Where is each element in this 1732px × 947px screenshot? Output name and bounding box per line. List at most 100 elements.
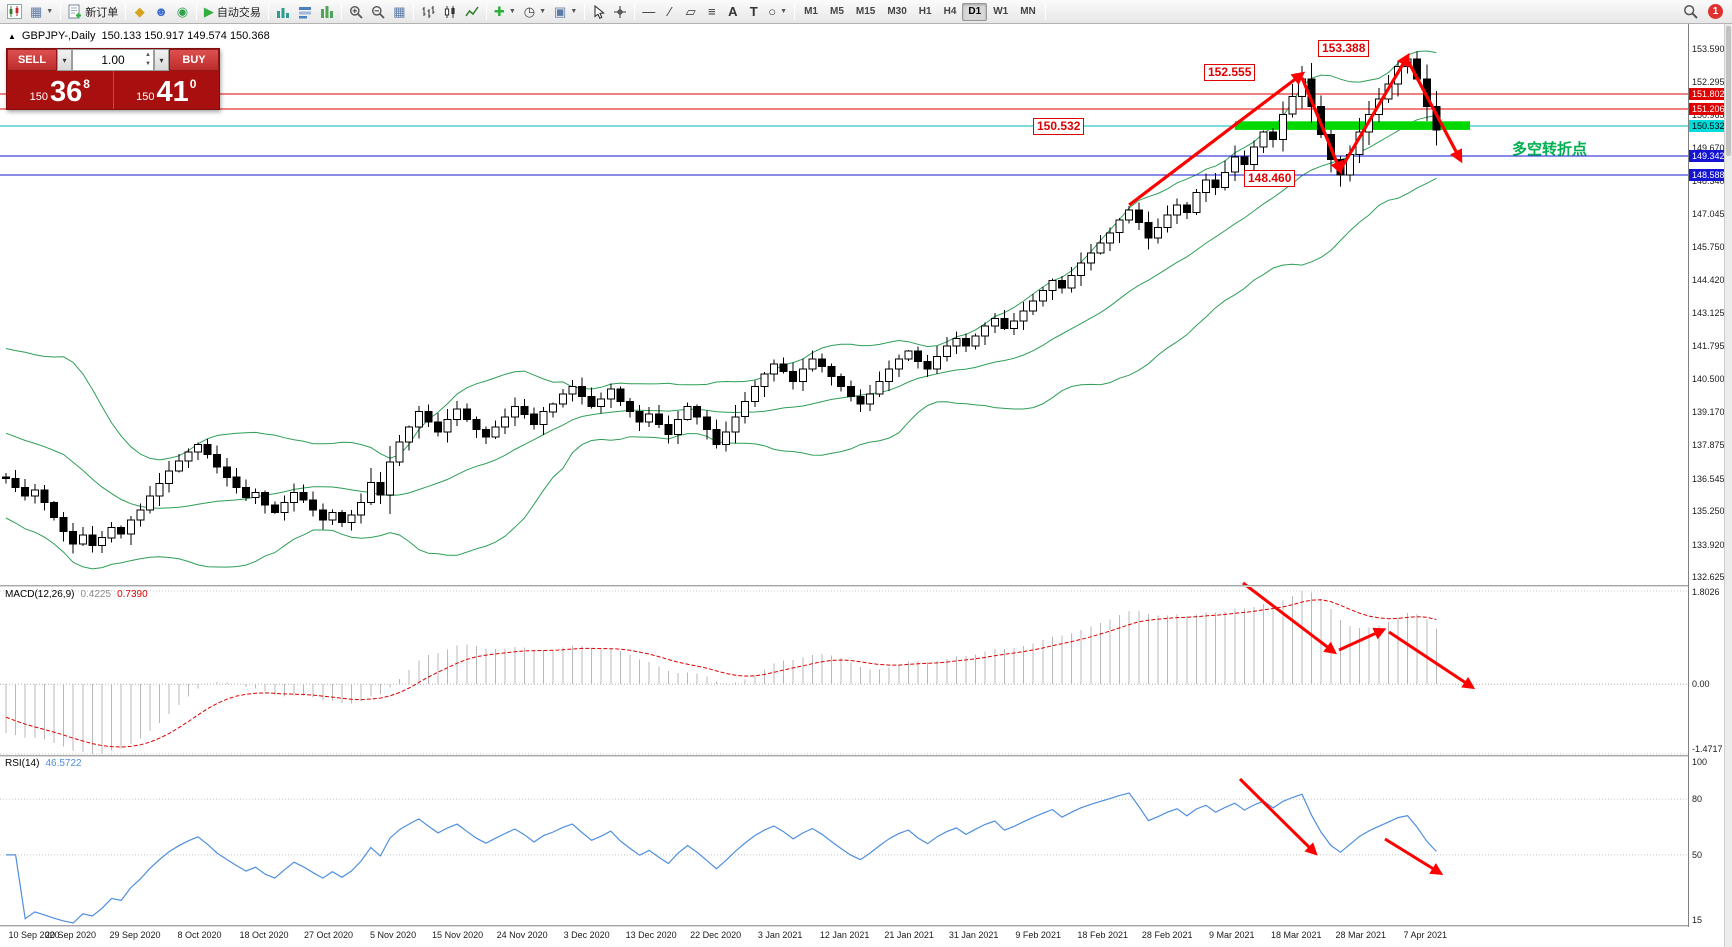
zoom-in-icon[interactable]: [345, 2, 367, 22]
panel-separator[interactable]: [0, 585, 1732, 587]
notification-badge[interactable]: 1: [1708, 4, 1723, 19]
toolbar-right-group: 1: [1679, 2, 1729, 22]
date-axis-label: 15 Nov 2020: [432, 930, 484, 940]
collapse-arrow-icon[interactable]: ▲: [8, 31, 16, 41]
navigator-icon[interactable]: [316, 2, 338, 22]
sell-dropdown-icon[interactable]: ▾: [57, 49, 72, 71]
price-axis-label: 140.500: [1692, 373, 1725, 384]
date-axis-label: 18 Oct 2020: [239, 930, 289, 940]
shapes-icon[interactable]: ○ ▼: [768, 4, 788, 19]
buy-button[interactable]: BUY: [169, 49, 219, 71]
price-axis-label: 132.625: [1692, 572, 1725, 583]
market-watch-icon[interactable]: [272, 2, 294, 22]
new-order-button[interactable]: 新订单: [64, 2, 122, 22]
timeframe-w1-button[interactable]: W1: [993, 6, 1009, 17]
price-axis-label: 147.045: [1692, 208, 1725, 219]
line-chart-type-icon[interactable]: [461, 2, 483, 22]
macd-indicator: [0, 590, 1688, 755]
toolbar-separator: [125, 3, 127, 20]
symbol-period-label: GBPJPY-,Daily: [21, 30, 96, 42]
trendline-icon[interactable]: ∕: [668, 4, 671, 19]
timeframe-h4-button[interactable]: H4: [943, 6, 957, 17]
buy-dropdown-icon[interactable]: ▾: [154, 49, 169, 71]
vertical-scrollbar[interactable]: [1724, 24, 1732, 947]
new-chart-icon[interactable]: [3, 2, 26, 22]
data-window-icon[interactable]: [294, 2, 316, 22]
timeframe-m15-button[interactable]: M15: [855, 6, 876, 17]
price-axis-label: 149.670: [1692, 142, 1725, 153]
ohlc-values: 150.133 150.917 149.574 150.368: [101, 30, 270, 42]
mql5-icon[interactable]: ◆: [134, 4, 145, 19]
rsi-axis-label: 15: [1692, 914, 1703, 925]
templates-icon[interactable]: ▣ ▼: [554, 4, 578, 19]
rsi-indicator: [0, 792, 1688, 924]
timeframe-m30-button[interactable]: M30: [887, 6, 907, 17]
price-axis-label: 152.295: [1692, 76, 1725, 87]
chart-profiles-icon[interactable]: ▦ ▼: [30, 4, 54, 19]
toolbar-separator: [340, 3, 342, 20]
search-icon[interactable]: [1679, 2, 1702, 22]
timeframe-h1-button[interactable]: H1: [918, 6, 932, 17]
buy-price[interactable]: 150 41 0: [112, 71, 220, 109]
price-axis-label: 150.965: [1692, 110, 1725, 121]
price-annotation-box: 152.555: [1204, 64, 1256, 81]
date-axis-label: 31 Jan 2021: [948, 930, 999, 940]
price-axis-label: 144.420: [1692, 275, 1725, 286]
toolbar-buttons-group: ▦ ▼ 新订单 ◆ ☻ ◉ ▶ 自动交易 ▦ ✚ ▼ ◷ ▼ ▣ ▼ — ∕ ▱ ≡ A T ○ ▼ M1 M5 M15 M30 H1…: [3, 0, 1049, 23]
one-click-trading-panel: SELL ▾ 1.00 ▲ ▼ ▾ BUY 150 36 8 150 41: [6, 48, 220, 110]
fibonacci-icon[interactable]: ≡: [707, 4, 716, 19]
crosshair-icon[interactable]: [609, 2, 631, 22]
date-axis-label: 10 Sep 2020: [8, 930, 60, 940]
horizontal-line-icon[interactable]: —: [642, 4, 656, 19]
sell-price[interactable]: 150 36 8: [29, 76, 90, 108]
toolbar-separator: [1044, 3, 1046, 20]
text-icon[interactable]: A: [728, 4, 738, 19]
date-axis-label: 18 Feb 2021: [1077, 930, 1128, 940]
toolbar-separator: [195, 3, 197, 20]
rsi-axis-label: 100: [1692, 757, 1708, 767]
date-axis-label: 7 Apr 2021: [1403, 930, 1448, 940]
label-icon[interactable]: T: [749, 4, 758, 19]
timeframe-d1-button[interactable]: D1: [962, 2, 988, 21]
volume-stepper[interactable]: ▲ ▼: [145, 52, 151, 67]
toolbar-separator: [60, 3, 62, 20]
macd-axis-label: 1.8026: [1692, 587, 1720, 597]
chart-canvas[interactable]: [0, 0, 1688, 947]
bar-chart-type-icon[interactable]: [417, 2, 439, 22]
volume-input[interactable]: 1.00 ▲ ▼: [72, 49, 154, 71]
panel-separator[interactable]: [0, 755, 1732, 757]
date-axis-label: 24 Nov 2020: [496, 930, 548, 940]
date-axis-label: 5 Nov 2020: [370, 930, 417, 940]
zoom-out-icon[interactable]: [367, 2, 389, 22]
autotrading-button[interactable]: ▶ 自动交易: [203, 4, 261, 19]
price-level-badge: 149.342: [1689, 150, 1725, 163]
indicators-icon[interactable]: ✚ ▼: [493, 4, 516, 19]
sell-button[interactable]: SELL: [7, 49, 57, 71]
periods-icon[interactable]: ◷ ▼: [523, 4, 547, 19]
price-axis-label: 145.750: [1692, 241, 1725, 252]
cursor-icon[interactable]: [588, 2, 609, 22]
channel-icon[interactable]: ▱: [685, 4, 696, 19]
candle-chart-type-icon[interactable]: [439, 2, 461, 22]
toolbar-separator: [634, 3, 636, 20]
price-level-badge: 148.588: [1689, 169, 1725, 182]
price-axis-label: 139.170: [1692, 407, 1725, 418]
timeframe-mn-button[interactable]: MN: [1020, 6, 1036, 17]
price-axis-label: 148.340: [1692, 176, 1725, 187]
toolbar-separator: [485, 3, 487, 20]
volume-value: 1.00: [101, 53, 125, 67]
macd-axis-label: -1.4717: [1692, 744, 1723, 754]
timeframe-m1-button[interactable]: M1: [804, 6, 818, 17]
price-level-badge: 150.532: [1689, 120, 1725, 133]
toolbar-separator: [267, 3, 269, 20]
timeframe-m5-button[interactable]: M5: [829, 6, 844, 17]
price-axis-label: 133.920: [1692, 539, 1725, 550]
date-axis-label: 13 Dec 2020: [625, 930, 677, 940]
date-axis-label: 22 Dec 2020: [690, 930, 742, 940]
tile-windows-icon[interactable]: ▦: [393, 4, 406, 19]
date-axis-label: 20 Sep 2020: [44, 930, 97, 940]
community-icon[interactable]: ☻: [154, 4, 168, 19]
price-axis-label: 136.545: [1692, 473, 1725, 484]
market-icon[interactable]: ◉: [176, 4, 189, 19]
scrollbar-thumb[interactable]: [1726, 26, 1731, 156]
